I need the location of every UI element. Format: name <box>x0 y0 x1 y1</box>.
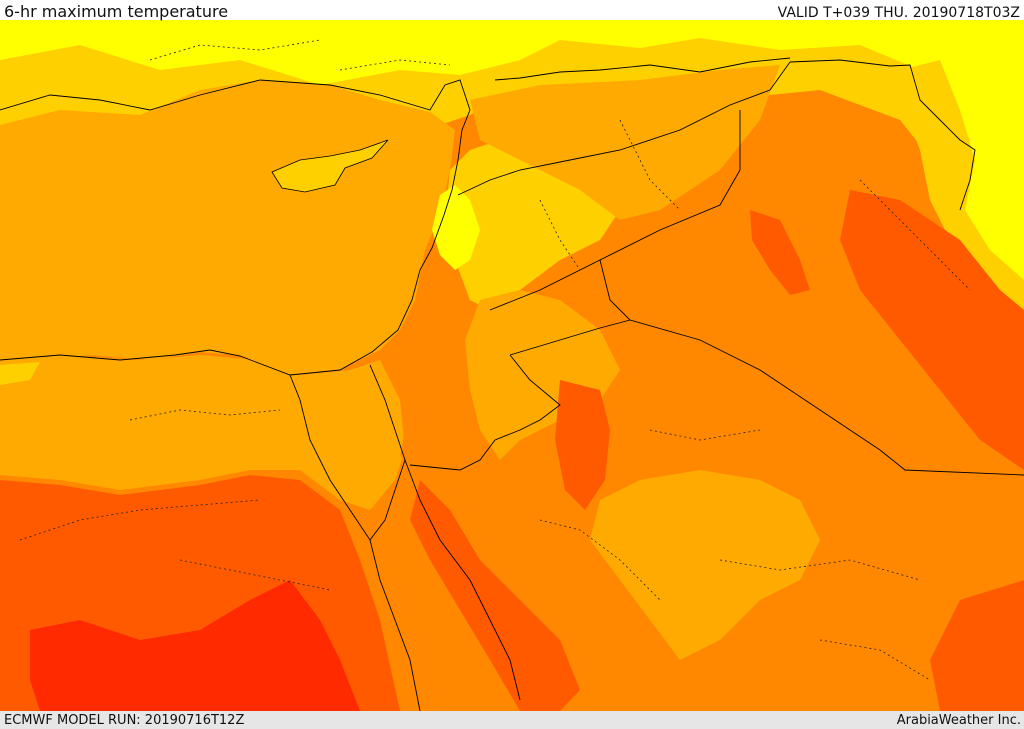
zone-arabia-gold <box>590 470 820 660</box>
zone-iraq-hot <box>840 190 1024 470</box>
zone-sudan-hotter <box>30 580 360 711</box>
zone-levant-light <box>432 185 480 270</box>
coastlines <box>0 57 791 712</box>
zone-gulf-hot <box>930 580 1024 711</box>
zone-arabia-gold-2 <box>465 290 620 460</box>
zone-hot-spot-2 <box>555 380 610 510</box>
zone-jordan-valley <box>400 300 445 470</box>
zone-mediterranean <box>0 80 455 375</box>
zone-syria-orange <box>470 65 780 220</box>
credit: ArabiaWeather Inc. <box>896 713 1021 728</box>
zone-redsea-hot <box>410 480 580 711</box>
zone-egypt-gold <box>0 362 40 385</box>
country-borders <box>369 59 1024 476</box>
valid-time: VALID T+039 THU. 20190718T03Z <box>777 5 1020 21</box>
cyprus-island <box>271 139 389 193</box>
zone-iran-yellow <box>930 20 1024 290</box>
zone-hot-spot-1 <box>750 210 810 295</box>
internal-boundaries <box>19 39 971 681</box>
zone-iran-gold <box>900 60 1024 320</box>
model-run: ECMWF MODEL RUN: 20190716T12Z <box>4 713 245 728</box>
map-title: 6-hr maximum temperature <box>4 2 229 21</box>
zone-egypt-orange <box>0 355 405 510</box>
footer-bar <box>0 711 1024 729</box>
